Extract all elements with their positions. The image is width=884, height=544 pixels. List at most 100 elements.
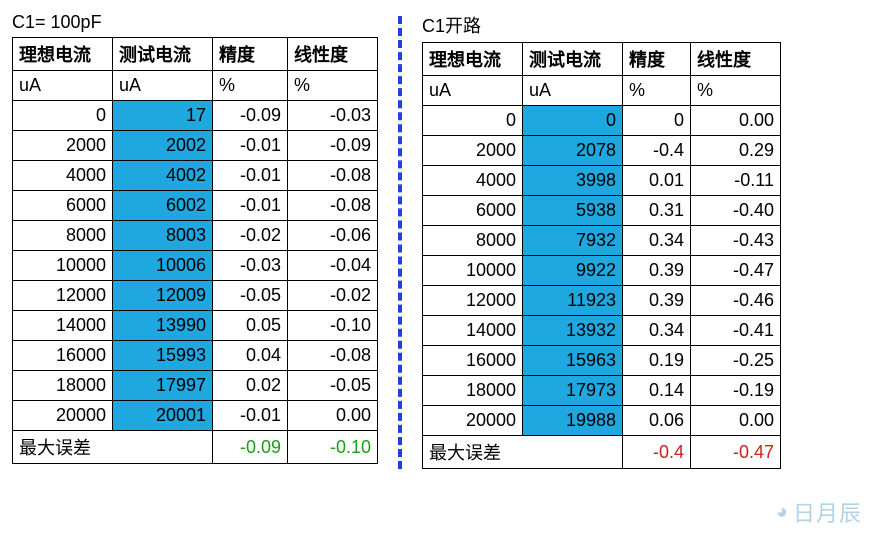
table-cell: 0 (13, 101, 113, 131)
table-cell: 20000 (13, 401, 113, 431)
table-cell: -0.19 (691, 376, 781, 406)
right-caption: C1开路 (422, 12, 781, 38)
table-header-cell: 精度 (623, 43, 691, 76)
table-row: 18000179970.02-0.05 (13, 371, 378, 401)
table-cell: 6000 (13, 191, 113, 221)
table-row: 80008003-0.02-0.06 (13, 221, 378, 251)
table-cell: 0.04 (213, 341, 288, 371)
table-cell: 0.01 (623, 166, 691, 196)
table-cell: -0.08 (288, 191, 378, 221)
table-cell: -0.08 (288, 161, 378, 191)
table-row: 16000159630.19-0.25 (423, 346, 781, 376)
table-row: 0000.00 (423, 106, 781, 136)
table-cell: -0.02 (288, 281, 378, 311)
table-unit-row: uAuA%% (423, 76, 781, 106)
table-row: 600059380.31-0.40 (423, 196, 781, 226)
table-cell: 13990 (113, 311, 213, 341)
table-cell: 9922 (523, 256, 623, 286)
table-cell: 0.31 (623, 196, 691, 226)
table-row: 20002078-0.40.29 (423, 136, 781, 166)
table-cell: 12009 (113, 281, 213, 311)
table-cell: -0.04 (288, 251, 378, 281)
table-cell: 10000 (423, 256, 523, 286)
watermark-icon: ◕ (776, 501, 789, 524)
table-row: 14000139320.34-0.41 (423, 316, 781, 346)
max-value-cell: -0.47 (691, 436, 781, 469)
table-cell: 0.00 (288, 401, 378, 431)
table-row: 12000119230.39-0.46 (423, 286, 781, 316)
table-cell: 6002 (113, 191, 213, 221)
table-row: 1000010006-0.03-0.04 (13, 251, 378, 281)
table-row: 2000020001-0.010.00 (13, 401, 378, 431)
table-unit-cell: uA (113, 71, 213, 101)
table-cell: -0.11 (691, 166, 781, 196)
table-cell: 0 (623, 106, 691, 136)
table-cell: 18000 (13, 371, 113, 401)
right-table: 理想电流测试电流精度线性度uAuA%%0000.0020002078-0.40.… (422, 42, 781, 469)
table-unit-cell: uA (13, 71, 113, 101)
table-row: 40004002-0.01-0.08 (13, 161, 378, 191)
table-cell: -0.47 (691, 256, 781, 286)
table-cell: 0 (523, 106, 623, 136)
table-cell: -0.46 (691, 286, 781, 316)
table-cell: 0.02 (213, 371, 288, 401)
table-cell: 0.19 (623, 346, 691, 376)
table-header-cell: 理想电流 (423, 43, 523, 76)
table-cell: 2000 (423, 136, 523, 166)
table-header-cell: 测试电流 (113, 38, 213, 71)
table-cell: 8000 (423, 226, 523, 256)
max-value-cell: -0.4 (623, 436, 691, 469)
table-cell: -0.01 (213, 191, 288, 221)
table-cell: -0.05 (213, 281, 288, 311)
table-cell: -0.03 (288, 101, 378, 131)
table-cell: 16000 (423, 346, 523, 376)
table-unit-cell: uA (423, 76, 523, 106)
table-cell: 19988 (523, 406, 623, 436)
table-cell: 14000 (423, 316, 523, 346)
table-row: 400039980.01-0.11 (423, 166, 781, 196)
table-cell: 0.39 (623, 256, 691, 286)
left-table: 理想电流测试电流精度线性度uAuA%%017-0.09-0.0320002002… (12, 37, 378, 464)
tables-container: C1= 100pF 理想电流测试电流精度线性度uAuA%%017-0.09-0.… (12, 12, 872, 469)
table-max-row: 最大误差-0.09-0.10 (13, 431, 378, 464)
table-cell: -0.01 (213, 161, 288, 191)
table-header-row: 理想电流测试电流精度线性度 (13, 38, 378, 71)
table-cell: 17973 (523, 376, 623, 406)
table-cell: 0.29 (691, 136, 781, 166)
table-cell: 2002 (113, 131, 213, 161)
left-panel: C1= 100pF 理想电流测试电流精度线性度uAuA%%017-0.09-0.… (12, 12, 378, 464)
max-value-cell: -0.10 (288, 431, 378, 464)
table-cell: 17997 (113, 371, 213, 401)
table-header-row: 理想电流测试电流精度线性度 (423, 43, 781, 76)
table-cell: 0.34 (623, 316, 691, 346)
table-cell: 5938 (523, 196, 623, 226)
table-cell: 13932 (523, 316, 623, 346)
table-unit-cell: % (623, 76, 691, 106)
table-cell: 12000 (423, 286, 523, 316)
table-row: 20000199880.060.00 (423, 406, 781, 436)
vertical-divider (398, 16, 402, 469)
table-unit-cell: % (288, 71, 378, 101)
max-label-cell: 最大误差 (423, 436, 623, 469)
table-header-cell: 线性度 (691, 43, 781, 76)
table-cell: 0.06 (623, 406, 691, 436)
table-cell: 8000 (13, 221, 113, 251)
table-cell: 18000 (423, 376, 523, 406)
table-unit-cell: % (691, 76, 781, 106)
table-cell: -0.03 (213, 251, 288, 281)
table-max-row: 最大误差-0.4-0.47 (423, 436, 781, 469)
table-cell: -0.40 (691, 196, 781, 226)
table-row: 18000179730.14-0.19 (423, 376, 781, 406)
table-cell: 6000 (423, 196, 523, 226)
max-label-cell: 最大误差 (13, 431, 213, 464)
table-unit-cell: % (213, 71, 288, 101)
table-cell: 2000 (13, 131, 113, 161)
table-row: 14000139900.05-0.10 (13, 311, 378, 341)
max-value-cell: -0.09 (213, 431, 288, 464)
table-row: 1000099220.39-0.47 (423, 256, 781, 286)
table-unit-cell: uA (523, 76, 623, 106)
table-cell: 2078 (523, 136, 623, 166)
table-cell: 20000 (423, 406, 523, 436)
table-cell: -0.09 (213, 101, 288, 131)
table-cell: 0.14 (623, 376, 691, 406)
